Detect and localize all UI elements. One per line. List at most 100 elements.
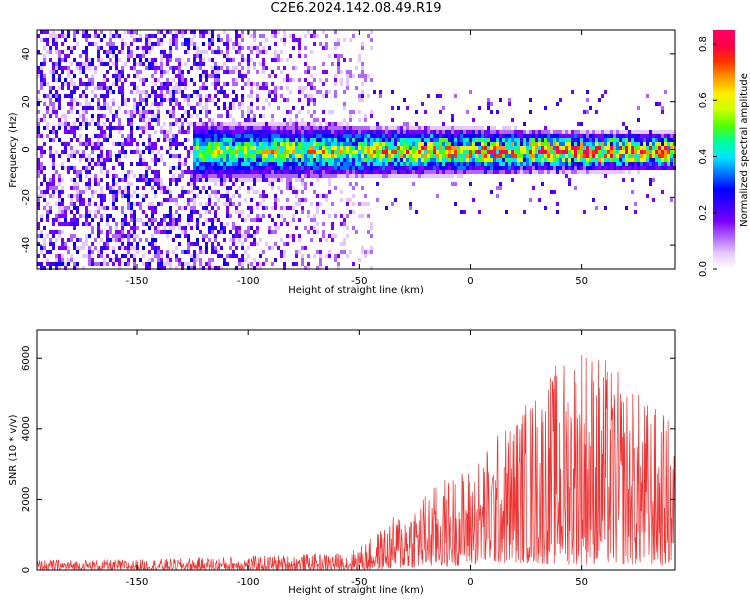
spectrogram-cell [262,106,265,110]
spectrogram-cell [73,178,76,182]
spectrogram-cell [328,122,331,126]
spectrogram-cell [202,166,205,170]
spectrogram-cell [139,90,142,94]
spectrogram-cell [631,178,634,182]
spectrogram-cell [148,262,151,266]
spectrogram-cell [193,182,196,186]
spectrogram-cell [211,222,214,226]
spectrogram-cell [568,178,571,182]
spectrogram-cell [37,194,40,198]
spectrogram-cell [148,146,151,150]
spectrogram-cell [487,166,490,170]
spectrogram-cell [514,134,517,138]
spectrogram-cell [166,58,169,62]
spectrogram-cell [37,222,40,226]
spectrogram-cell [40,234,43,238]
spectrogram-cell [178,62,181,66]
spectrogram-cell [217,82,220,86]
spectrogram-cell [289,122,292,126]
spectrogram-cell [64,122,67,126]
spectrogram-cell [184,110,187,114]
spectrogram-cell [61,254,64,258]
spectrogram-cell [412,162,415,166]
spectrogram-cell [181,42,184,46]
spectrogram-cell [217,34,220,38]
spectrogram-cell [295,126,298,130]
spectrogram-cell [196,102,199,106]
spectrogram-cell [85,126,88,130]
spectrogram-cell [250,210,253,214]
spectrogram-cell [313,174,316,178]
spectrogram-cell [265,130,268,134]
spectrogram-cell [283,130,286,134]
spectrogram-cell [469,154,472,158]
spectrogram-cell [502,150,505,154]
spectrogram-cell [163,162,166,166]
spectrogram-cell [196,166,199,170]
spectrogram-cell [238,234,241,238]
spectrogram-cell [166,222,169,226]
spectrogram-cell [127,134,130,138]
spectrogram-cell [310,166,313,170]
spectrogram-cell [343,102,346,106]
spectrogram-cell [259,214,262,218]
spectrogram-cell [214,134,217,138]
spectrogram-cell [241,142,244,146]
spectrogram-cell [559,134,562,138]
spectrogram-cell [643,162,646,166]
spectrogram-cell [253,238,256,242]
spectrogram-cell [124,142,127,146]
spectrogram-cell [160,38,163,42]
spectrogram-cell [550,146,553,150]
spectrogram-cell [244,174,247,178]
spectrogram-cell [325,78,328,82]
spectrogram-cell [190,258,193,262]
spectrogram-cell [49,210,52,214]
spectrogram-cell [268,94,271,98]
spectrogram-cell [535,162,538,166]
spectrogram-cell [475,170,478,174]
spectrogram-cell [184,162,187,166]
spectrogram-cell [424,158,427,162]
spectrogram-cell [193,158,196,162]
spectrogram-cell [274,130,277,134]
spectrogram-cell [196,142,199,146]
spectrogram-cell [94,122,97,126]
spectrogram-cell [343,142,346,146]
spectrogram-cell [319,238,322,242]
spectrogram-cell [505,170,508,174]
spectrogram-cell [634,162,637,166]
spectrogram-cell [604,206,607,210]
spectrogram-cell [304,138,307,142]
spectrogram-cell [202,50,205,54]
spectrogram-cell [217,46,220,50]
spectrogram-cell [466,154,469,158]
spectrogram-cell [400,154,403,158]
spectrogram-cell [226,134,229,138]
spectrogram-cell [334,74,337,78]
spectrogram-cell [121,234,124,238]
spectrogram-cell [211,250,214,254]
spectrogram-cell [205,246,208,250]
spectrogram-cell [589,162,592,166]
spectrogram-cell [142,98,145,102]
spectrogram-cell [193,186,196,190]
spectrogram-cell [199,138,202,142]
spectrogram-cell [283,42,286,46]
spectrogram-cell [154,58,157,62]
spectrogram-cell [391,138,394,142]
spectrogram-cell [622,166,625,170]
spectrogram-cell [112,166,115,170]
spectrogram-cell [178,130,181,134]
spectrogram-cell [46,258,49,262]
spectrogram-cell [505,150,508,154]
spectrogram-cell [103,62,106,66]
spectrogram-cell [160,94,163,98]
spectrogram-cell [409,138,412,142]
spectrogram-cell [511,158,514,162]
spectrogram-cell [142,118,145,122]
spectrogram-cell [379,154,382,158]
spectrogram-cell [205,122,208,126]
spectrogram-cell [604,150,607,154]
spectrogram-cell [133,234,136,238]
